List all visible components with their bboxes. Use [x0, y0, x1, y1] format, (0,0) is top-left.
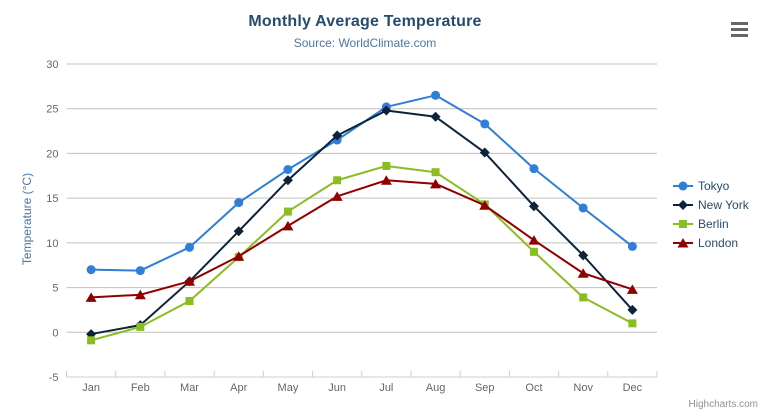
data-point[interactable]	[332, 130, 343, 141]
legend-item-new-york[interactable]: New York	[672, 195, 749, 214]
data-point[interactable]	[135, 266, 145, 276]
data-point[interactable]	[529, 164, 539, 174]
credits-link[interactable]: Highcharts.com	[688, 399, 758, 410]
data-point[interactable]	[234, 198, 244, 208]
x-axis-tick-label: Oct	[525, 382, 542, 394]
data-point[interactable]	[283, 165, 293, 175]
y-axis-tick-label: 10	[46, 238, 58, 250]
legend: Tokyo New York Berlin London	[672, 176, 749, 252]
data-point[interactable]	[185, 296, 194, 305]
chart-title: Monthly Average Temperature	[248, 13, 482, 30]
data-point[interactable]	[185, 242, 195, 252]
x-axis-tick-label: May	[278, 382, 299, 394]
y-axis-tick-label: 15	[46, 193, 58, 205]
x-axis-tick-label: Apr	[230, 382, 247, 394]
data-point[interactable]	[233, 226, 244, 237]
legend-item-london[interactable]: London	[672, 233, 749, 252]
data-point[interactable]	[87, 336, 96, 345]
data-point[interactable]	[578, 203, 588, 213]
data-point[interactable]	[233, 251, 245, 261]
x-axis-tick-label: Jan	[82, 382, 100, 394]
data-point[interactable]	[479, 200, 491, 210]
data-point[interactable]	[282, 220, 294, 231]
legend-item-label: Berlin	[698, 216, 729, 231]
square-marker-icon	[673, 219, 693, 228]
x-axis-tick-label: Feb	[131, 382, 150, 394]
data-point[interactable]	[528, 235, 540, 245]
series-line-berlin[interactable]	[90, 164, 634, 342]
x-axis-tick-label: Aug	[426, 382, 446, 394]
chart-subtitle: Source: WorldClimate.com	[293, 36, 437, 50]
y-axis-tick-label: 5	[52, 283, 58, 295]
triangle-marker-icon	[673, 237, 693, 247]
x-axis-tick-label: Sep	[475, 382, 495, 394]
legend-item-tokyo[interactable]: Tokyo	[672, 176, 749, 195]
data-point[interactable]	[430, 178, 442, 189]
data-point[interactable]	[184, 276, 196, 286]
data-point[interactable]	[430, 111, 441, 122]
data-point[interactable]	[381, 105, 392, 116]
export-menu-button[interactable]	[728, 17, 754, 41]
data-point[interactable]	[283, 207, 292, 216]
y-axis-tick-label: 30	[46, 59, 58, 71]
series-line-new-york[interactable]	[90, 109, 634, 336]
data-point[interactable]	[579, 293, 588, 302]
diamond-marker-icon	[673, 199, 693, 210]
y-axis-tick-label: 0	[52, 327, 58, 339]
circle-marker-icon	[673, 181, 693, 190]
x-axis-tick-label: Mar	[180, 382, 199, 394]
data-point[interactable]	[86, 265, 96, 275]
legend-item-label: London	[698, 235, 739, 250]
data-point[interactable]	[628, 319, 637, 328]
data-point[interactable]	[134, 289, 146, 300]
y-axis-title: Temperature (°C)	[20, 172, 34, 266]
y-axis-tick-label: 25	[46, 104, 58, 116]
series-line-london[interactable]	[90, 179, 634, 299]
series-line-tokyo[interactable]	[90, 94, 634, 272]
data-point[interactable]	[382, 161, 391, 170]
data-point[interactable]	[529, 247, 538, 256]
data-point[interactable]	[331, 191, 343, 201]
data-point[interactable]	[577, 268, 589, 278]
legend-item-label: Tokyo	[698, 178, 730, 193]
x-axis-tick-label: Jul	[379, 382, 393, 394]
data-point[interactable]	[136, 322, 145, 331]
data-point[interactable]	[85, 292, 97, 302]
data-point[interactable]	[627, 304, 638, 315]
legend-item-berlin[interactable]: Berlin	[672, 214, 749, 233]
data-point[interactable]	[333, 176, 342, 185]
x-axis-tick-label: Dec	[623, 382, 643, 394]
data-point[interactable]	[627, 241, 637, 251]
data-point[interactable]	[380, 175, 392, 185]
data-point[interactable]	[479, 147, 490, 158]
data-point[interactable]	[626, 284, 638, 294]
data-point[interactable]	[528, 201, 539, 212]
data-point[interactable]	[480, 119, 490, 129]
x-axis-tick-label: Jun	[328, 382, 346, 394]
y-axis-tick-label: -5	[49, 372, 59, 384]
legend-item-label: New York	[698, 197, 749, 212]
data-point[interactable]	[282, 175, 293, 186]
data-point[interactable]	[431, 90, 441, 100]
x-axis-tick-label: Nov	[573, 382, 593, 394]
data-point[interactable]	[578, 250, 589, 261]
data-point[interactable]	[431, 168, 440, 177]
y-axis-tick-label: 20	[46, 148, 58, 160]
